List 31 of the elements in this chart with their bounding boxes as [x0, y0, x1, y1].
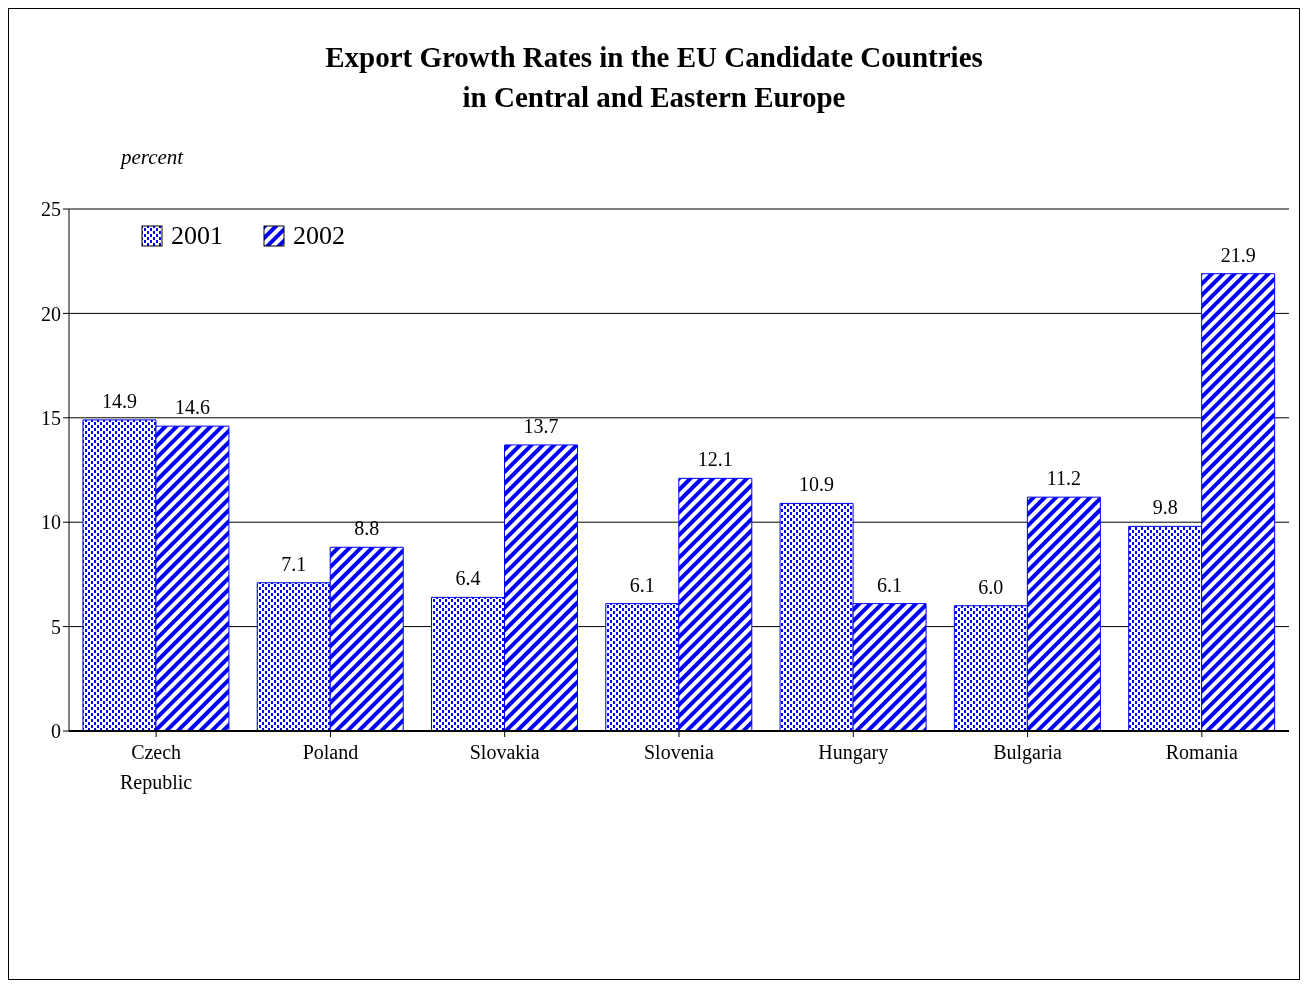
data-label: 8.8: [354, 517, 380, 540]
y-tick-label: 15: [41, 406, 61, 429]
data-label: 13.7: [523, 414, 559, 437]
x-tick-label: Poland: [302, 741, 359, 763]
x-tick-label: Czech Republic: [120, 741, 193, 794]
data-label: 7.1: [281, 552, 307, 575]
data-label: 9.8: [1152, 496, 1178, 519]
data-label: 6.4: [455, 567, 481, 590]
x-tick-label: Bulgaria: [993, 741, 1063, 764]
data-label: 14.9: [101, 389, 137, 412]
data-label: 6.0: [978, 575, 1004, 598]
data-label: 21.9: [1220, 243, 1256, 266]
chart-title: Export Growth Rates in the EU Candidate Countries in Central and Eastern Europe: [324, 40, 984, 115]
y-tick-label: 25: [41, 198, 61, 221]
legend-label: 2001: [171, 221, 223, 251]
data-label: 6.1: [629, 573, 655, 596]
x-tick-label: Romania: [1165, 741, 1239, 763]
data-label: 6.1: [877, 573, 903, 596]
x-tick-label: Hungary: [818, 741, 889, 764]
y-tick-label: 5: [51, 615, 61, 638]
x-tick-label: Slovenia: [644, 741, 715, 763]
data-label: 10.9: [799, 473, 835, 496]
y-tick-label: 10: [41, 511, 61, 534]
y-tick-label: 0: [51, 720, 61, 743]
data-label: 12.1: [697, 448, 733, 471]
data-label: 14.6: [174, 396, 210, 419]
x-tick-label: Slovakia: [469, 741, 540, 763]
data-label: 11.2: [1046, 467, 1081, 490]
y-axis-title: percent: [121, 145, 184, 170]
y-tick-label: 20: [41, 302, 61, 325]
legend-label: 2002: [293, 221, 345, 251]
